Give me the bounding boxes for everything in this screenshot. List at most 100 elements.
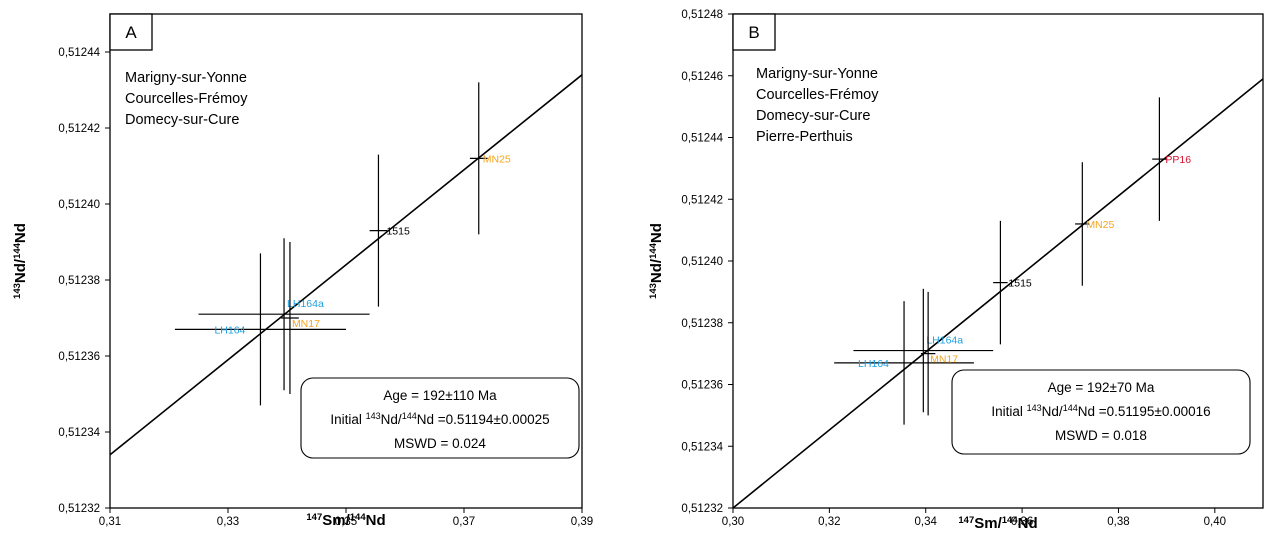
data-point-mn17: MN17 bbox=[920, 291, 958, 416]
y-tick-label: 0,51246 bbox=[681, 71, 723, 83]
point-label: 1515 bbox=[1008, 278, 1032, 290]
text-part: 144 bbox=[402, 411, 417, 421]
text-part: Sm/ bbox=[974, 515, 1002, 532]
age-text: Age = 192±70 Ma bbox=[1048, 380, 1155, 395]
y-tick-label: 0,51236 bbox=[58, 351, 100, 363]
y-tick-label: 0,51240 bbox=[681, 256, 723, 268]
text-part: Nd bbox=[1018, 515, 1038, 532]
x-tick-label: 0,33 bbox=[217, 516, 239, 528]
x-tick-label: 0,37 bbox=[453, 516, 475, 528]
point-label: MN17 bbox=[292, 318, 320, 330]
result-box bbox=[300, 377, 580, 459]
text-part: Nd =0.51194±0.00025 bbox=[417, 412, 550, 427]
point-label: 1515 bbox=[386, 226, 410, 238]
data-point-mn25: MN25 bbox=[469, 82, 511, 235]
x-tick-label: 0,38 bbox=[1107, 516, 1129, 528]
text-part: Nd bbox=[12, 223, 29, 243]
y-tick-label: 0,51240 bbox=[58, 199, 100, 211]
locality-label: Pierre-Perthuis bbox=[756, 129, 853, 145]
y-tick-label: 0,51238 bbox=[58, 275, 100, 287]
panel-b: 0,30 0,32 0,34 0,36 0,38 0,40 0,51232 0,51234 0,… bbox=[648, 9, 1264, 532]
isochron-line bbox=[110, 74, 582, 456]
panel-label-box bbox=[109, 13, 153, 51]
age-text: Age = 192±110 Ma bbox=[383, 388, 497, 403]
y-tick-label: 0,51232 bbox=[681, 503, 723, 515]
x-axis-label: 147Sm/144Nd bbox=[306, 512, 385, 530]
text-part: 143 bbox=[12, 283, 23, 299]
panel-label: B bbox=[748, 23, 759, 42]
y-tick-label: 0,51242 bbox=[58, 123, 100, 135]
text-part: 144 bbox=[1002, 515, 1019, 526]
text-part: 147 bbox=[306, 512, 322, 523]
point-label: LH164a bbox=[926, 335, 963, 347]
panel-label: A bbox=[125, 23, 137, 42]
text-part: Nd/ bbox=[12, 258, 29, 283]
text-part: 144 bbox=[1063, 403, 1078, 413]
mswd-text: MSWD = 0.024 bbox=[394, 436, 486, 451]
text-part: 144 bbox=[350, 512, 367, 523]
data-point-pp16: PP16 bbox=[1152, 97, 1191, 221]
locality-label: Domecy-sur-Cure bbox=[125, 112, 239, 128]
point-label: MN17 bbox=[930, 354, 958, 366]
text-part: Initial bbox=[991, 404, 1026, 419]
y-tick-label: 0,51244 bbox=[681, 133, 723, 145]
mswd-text: MSWD = 0.018 bbox=[1055, 428, 1147, 443]
text-part: 143 bbox=[366, 411, 381, 421]
text-part: Initial bbox=[330, 412, 365, 427]
text-part: 147 bbox=[958, 515, 974, 526]
y-axis-label: 143Nd/144Nd bbox=[648, 223, 666, 299]
y-tick-label: 0,51234 bbox=[58, 427, 100, 439]
data-point-1515: 1515 bbox=[993, 220, 1032, 345]
text-part: Nd/ bbox=[648, 258, 665, 283]
text-part: Nd bbox=[648, 223, 665, 243]
point-label: LH164a bbox=[287, 298, 324, 310]
locality-label: Courcelles-Frémoy bbox=[125, 91, 248, 107]
x-tick-label: 0,35 bbox=[335, 516, 357, 528]
y-tick-label: 0,51234 bbox=[681, 441, 723, 453]
data-point-mn17: MN17 bbox=[281, 242, 320, 394]
panel-label-box bbox=[732, 13, 776, 51]
panel-a: 0,31 0,33 0,35 0,37 0,39 0,51232 0,51234 0,5123… bbox=[12, 13, 593, 530]
initial-ratio-text: Initial 143Nd/144Nd =0.51195±0.00016 bbox=[991, 403, 1210, 419]
locality-label: Marigny-sur-Yonne bbox=[125, 70, 247, 86]
y-tick-label: 0,51242 bbox=[681, 194, 723, 206]
x-tick-label: 0,30 bbox=[722, 516, 744, 528]
data-point-lh164: LH164 bbox=[834, 301, 974, 425]
text-part: 143 bbox=[648, 283, 659, 299]
data-point-lh164a: LH164a bbox=[853, 288, 994, 413]
y-tick-label: 0,51232 bbox=[58, 503, 100, 515]
text-part: Nd/ bbox=[381, 412, 402, 427]
x-tick-label: 0,36 bbox=[1011, 516, 1033, 528]
y-tick-label: 0,51238 bbox=[681, 318, 723, 330]
data-point-1515: 1515 bbox=[369, 154, 410, 307]
initial-ratio-text: Initial 143Nd/144Nd =0.51194±0.00025 bbox=[330, 411, 549, 427]
text-part: Nd/ bbox=[1042, 404, 1063, 419]
x-axis-label: 147Sm/144Nd bbox=[958, 515, 1037, 533]
y-tick-label: 0,51244 bbox=[58, 47, 100, 59]
text-part: Nd =0.51195±0.00016 bbox=[1078, 404, 1211, 419]
locality-label: Marigny-sur-Yonne bbox=[756, 66, 878, 82]
x-tick-label: 0,34 bbox=[915, 516, 938, 528]
point-label: LH164 bbox=[214, 324, 245, 336]
locality-label: Domecy-sur-Cure bbox=[756, 108, 870, 124]
point-label: MN25 bbox=[1086, 219, 1114, 231]
x-tick-label: 0,32 bbox=[818, 516, 840, 528]
text-part: 143 bbox=[1027, 403, 1042, 413]
y-axis-label: 143Nd/144Nd bbox=[12, 223, 30, 299]
text-part: Nd bbox=[366, 512, 386, 529]
x-tick-label: 0,40 bbox=[1204, 516, 1226, 528]
y-tick-label: 0,51248 bbox=[681, 9, 723, 21]
y-tick-label: 0,51236 bbox=[681, 380, 723, 392]
locality-label: Courcelles-Frémoy bbox=[756, 87, 879, 103]
data-point-lh164: LH164 bbox=[174, 253, 346, 406]
data-point-lh164a: LH164a bbox=[198, 238, 370, 391]
text-part: 144 bbox=[12, 242, 23, 259]
point-label: PP16 bbox=[1165, 154, 1191, 166]
point-label: MN25 bbox=[483, 153, 511, 165]
isochron-line bbox=[733, 78, 1263, 508]
data-point-mn25: MN25 bbox=[1075, 162, 1114, 286]
result-box bbox=[951, 369, 1251, 455]
text-part: Sm/ bbox=[322, 512, 350, 529]
x-tick-label: 0,39 bbox=[571, 516, 593, 528]
